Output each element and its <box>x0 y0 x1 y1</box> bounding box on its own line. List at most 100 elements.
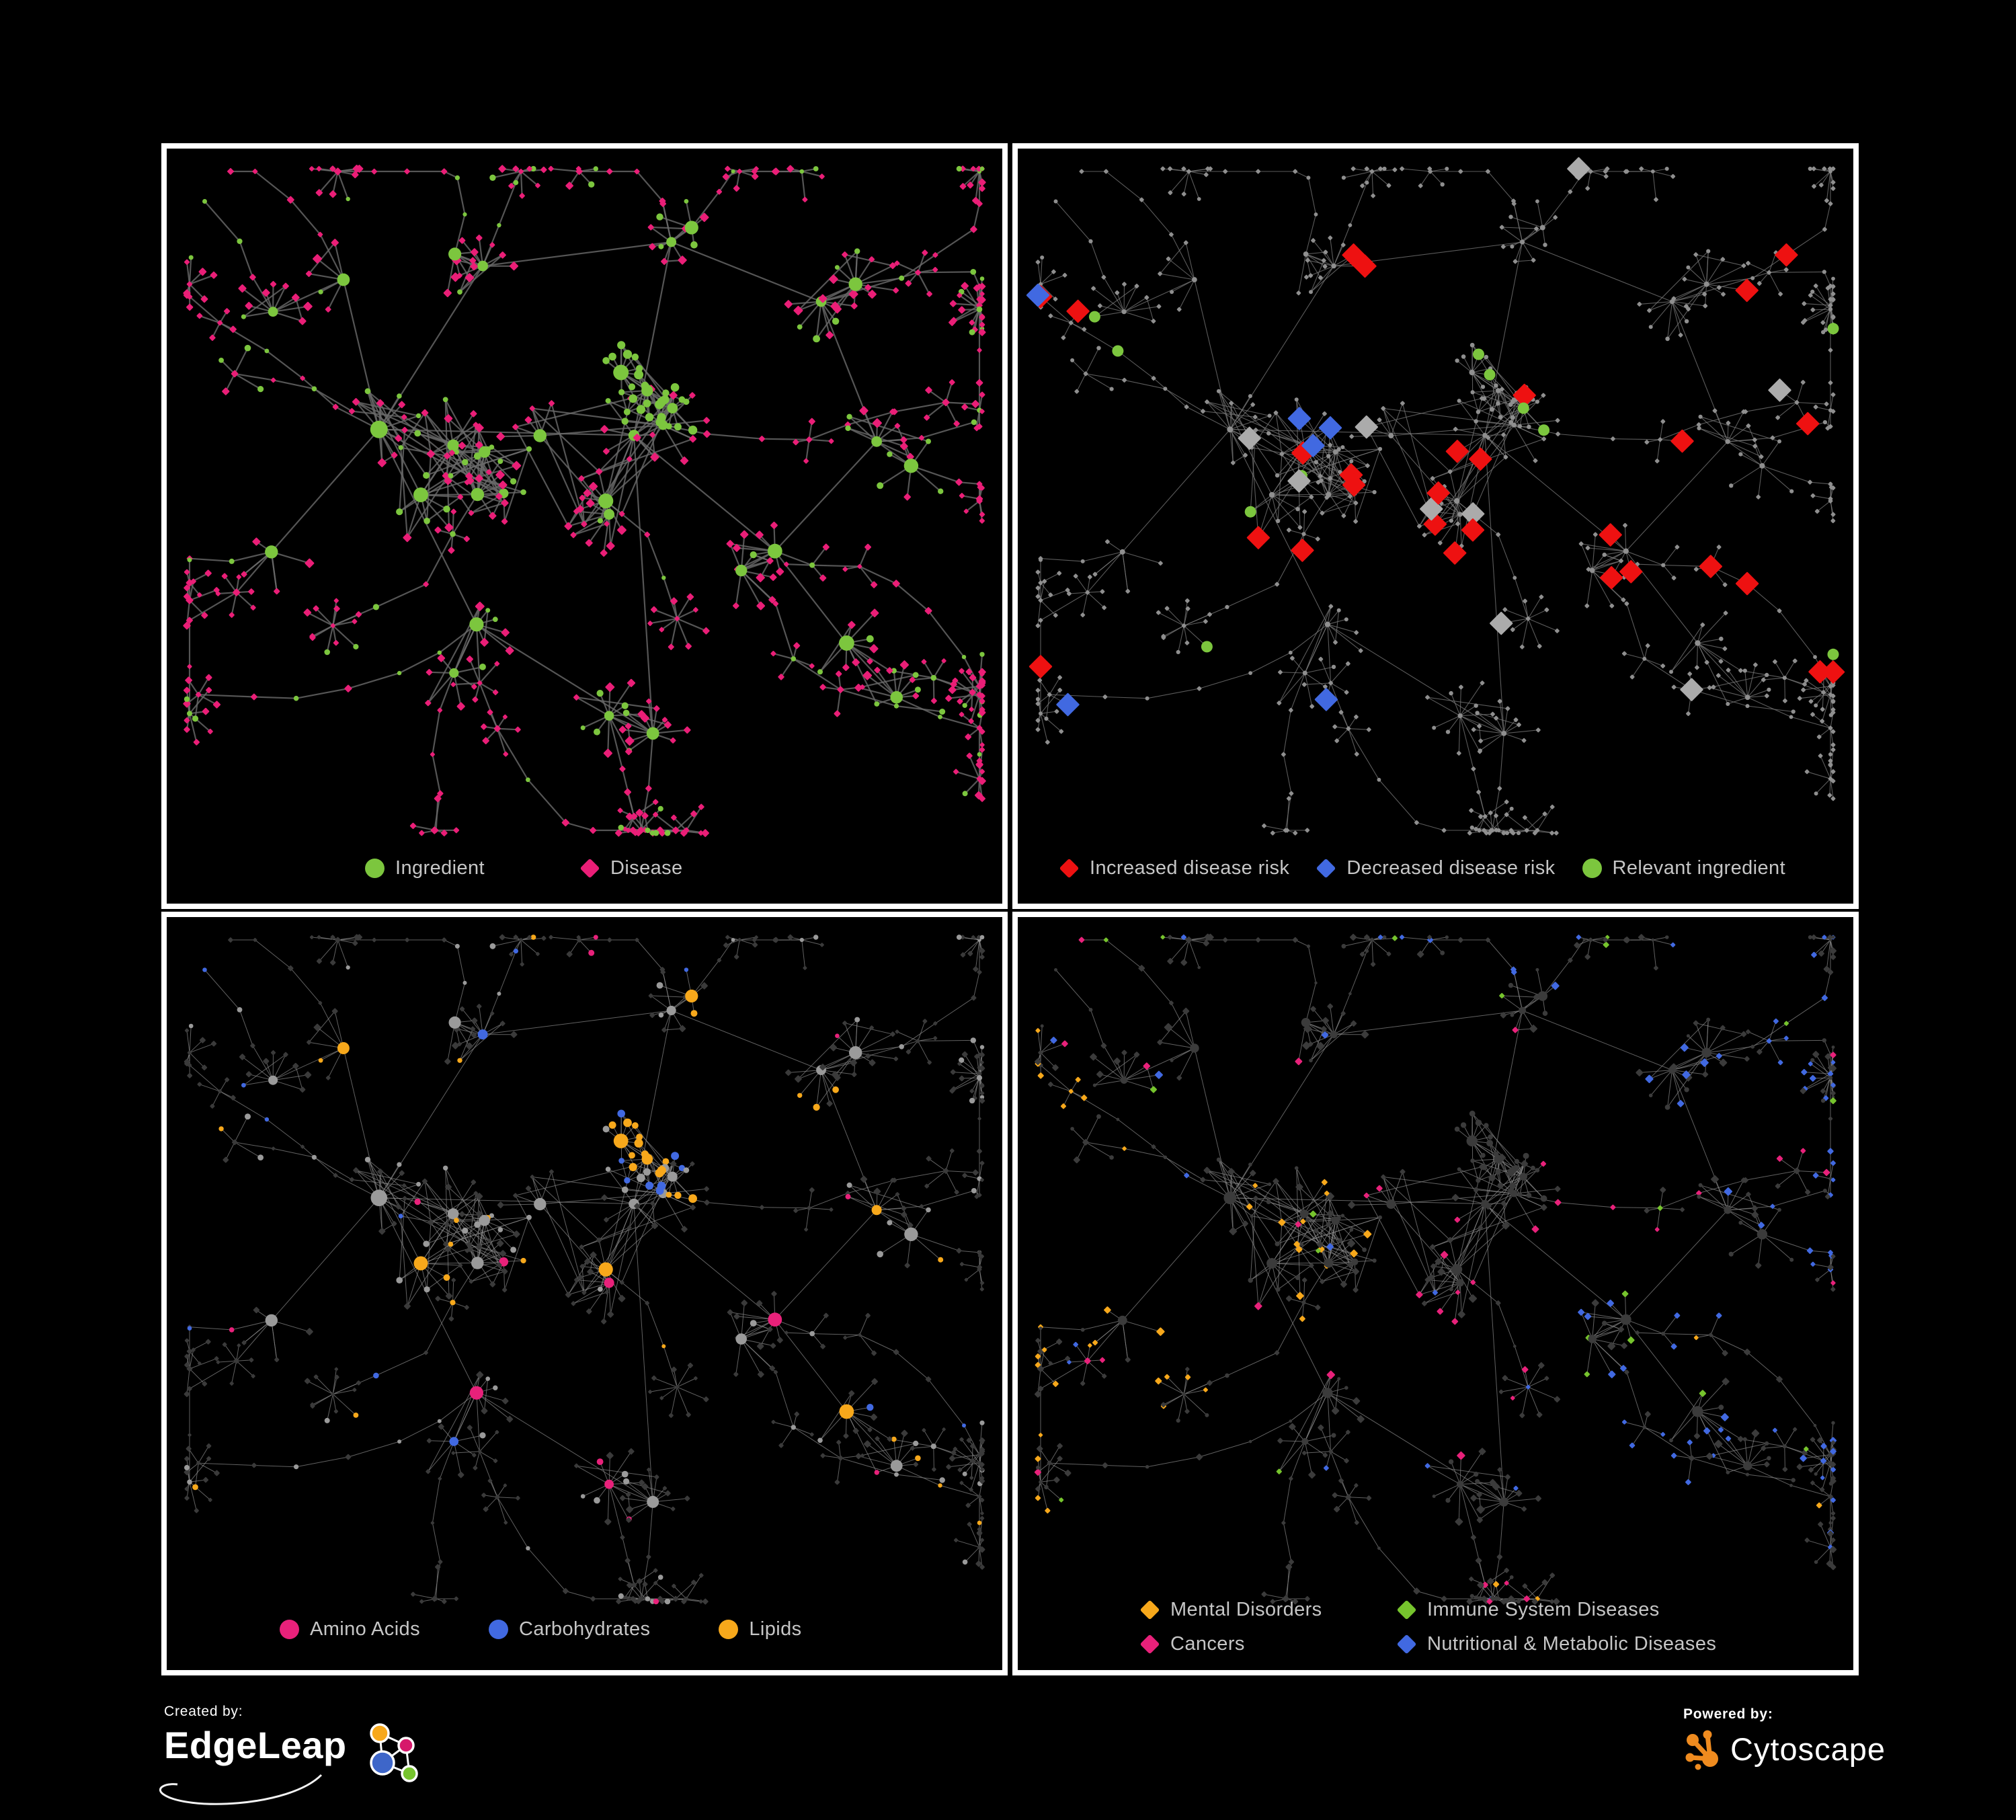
graph-node <box>316 165 322 171</box>
graph-edge <box>1055 970 1091 1011</box>
graph-edge <box>809 1193 848 1209</box>
graph-node <box>653 812 659 818</box>
graph-node <box>512 1230 520 1238</box>
graph-edge <box>272 1080 303 1091</box>
graph-edge <box>1327 619 1346 625</box>
graph-node <box>530 165 536 172</box>
graph-edge <box>551 1171 585 1293</box>
graph-node <box>1501 731 1507 736</box>
graph-node <box>1496 828 1501 832</box>
graph-edge <box>520 171 523 196</box>
graph-node <box>643 1168 651 1176</box>
graph-node <box>657 1595 663 1602</box>
graph-node <box>1830 729 1836 734</box>
graph-node <box>448 473 454 479</box>
graph-edge <box>1229 1183 1270 1199</box>
graph-edge <box>1740 454 1763 467</box>
graph-node <box>1824 198 1829 203</box>
graph-node <box>874 1470 880 1475</box>
graph-edge <box>780 1427 794 1446</box>
graph-node <box>701 829 709 837</box>
graph-node <box>636 405 646 414</box>
graph-node <box>1541 393 1546 398</box>
graph-node <box>457 1471 465 1478</box>
graph-node <box>1445 167 1449 171</box>
graph-edge <box>975 410 981 429</box>
graph-node <box>598 493 614 509</box>
graph-edge <box>637 939 663 970</box>
graph-edge <box>959 1063 980 1078</box>
graph-edge <box>235 551 272 593</box>
graph-edge <box>959 294 980 310</box>
graph-edge <box>1456 457 1506 502</box>
graph-edge <box>1040 581 1045 601</box>
graph-node <box>1100 589 1105 594</box>
graph-node <box>621 1186 629 1193</box>
graph-edge <box>234 1116 248 1143</box>
graph-node <box>1637 301 1642 307</box>
graph-node <box>477 1029 488 1040</box>
graph-edge <box>1456 1166 1482 1270</box>
graph-edge <box>961 291 980 306</box>
graph-node <box>1517 722 1521 727</box>
graph-node <box>978 328 986 336</box>
graph-node <box>672 1583 676 1589</box>
graph-node <box>945 695 953 702</box>
graph-edge <box>801 171 806 200</box>
graph-node <box>926 1156 932 1162</box>
graph-node <box>1416 524 1422 529</box>
graph-node <box>454 1596 459 1601</box>
graph-edge <box>459 1023 503 1061</box>
graph-edge <box>901 254 936 279</box>
graph-edge <box>479 663 498 684</box>
graph-edge <box>189 1368 205 1384</box>
graph-node <box>355 611 362 618</box>
graph-node <box>291 293 300 302</box>
graph-edge <box>1252 447 1299 457</box>
graph-edge <box>1459 715 1504 734</box>
graph-node <box>645 1596 651 1601</box>
graph-node <box>1318 416 1342 440</box>
graph-node <box>1716 545 1722 550</box>
graph-node <box>1693 252 1699 258</box>
graph-node <box>891 1436 897 1442</box>
graph-node <box>627 678 636 687</box>
graph-node <box>626 1597 631 1601</box>
graph-edge <box>496 728 529 781</box>
graph-edge <box>1498 534 1515 578</box>
graph-node <box>492 689 499 696</box>
graph-edge <box>194 695 200 719</box>
graph-edge <box>1496 717 1504 734</box>
graph-node <box>776 567 784 576</box>
graph-edge <box>976 1179 980 1197</box>
graph-node <box>797 1093 803 1098</box>
graph-edge <box>1649 1070 1672 1080</box>
graph-node <box>835 1033 840 1038</box>
graph-node <box>690 1010 698 1017</box>
graph-node <box>979 947 985 954</box>
graph-edge <box>969 939 980 954</box>
graph-edge <box>676 1378 696 1388</box>
graph-edge <box>334 1011 344 1049</box>
graph-node <box>1556 432 1561 436</box>
graph-edge <box>855 1046 902 1054</box>
graph-node <box>767 1327 773 1333</box>
graph-node <box>602 448 610 455</box>
graph-node <box>594 728 600 736</box>
graph-node <box>1467 830 1472 836</box>
graph-edge <box>1673 284 1707 299</box>
graph-edge <box>483 1010 672 1035</box>
graph-edge <box>1295 171 1309 178</box>
graph-node <box>1759 463 1765 469</box>
graph-node <box>303 608 312 617</box>
graph-node <box>922 1019 928 1024</box>
graph-edge <box>1671 301 1681 335</box>
graph-node <box>1828 380 1833 385</box>
network-graph-disease-risk <box>1026 157 1845 836</box>
graph-edge <box>403 1185 454 1214</box>
graph-node <box>473 422 479 428</box>
graph-node <box>674 1191 682 1199</box>
graph-node <box>449 1219 454 1224</box>
graph-node <box>1599 523 1622 547</box>
graph-edge <box>211 322 221 338</box>
